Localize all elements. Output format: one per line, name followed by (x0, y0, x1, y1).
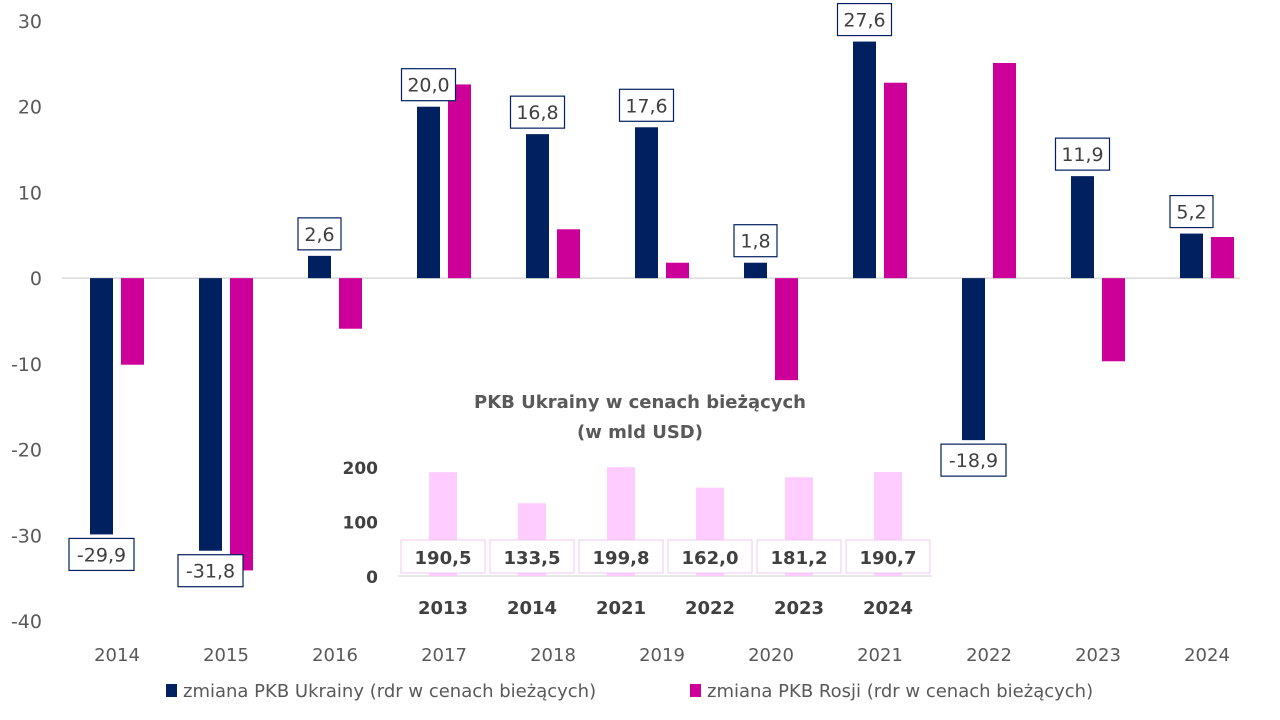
x-tick-label: 2017 (421, 645, 467, 666)
y-tick-label: 30 (18, 11, 42, 33)
data-label: -31,8 (186, 561, 235, 583)
bar-ukraine (199, 278, 222, 551)
y-tick-label: 0 (30, 268, 42, 290)
data-label-box (400, 68, 457, 102)
bar-russia (993, 63, 1016, 279)
bar-ukraine (1071, 176, 1094, 279)
x-tick-label: 2020 (748, 645, 794, 666)
x-tick-label: 2023 (1075, 645, 1121, 666)
x-tick-label: 2022 (966, 645, 1012, 666)
inset-data-label: 162,0 (682, 548, 739, 569)
data-label-box (836, 2, 893, 37)
inset-data-label: 190,5 (415, 548, 472, 569)
data-labels: -29,9 -31,8 2,6 20,0 16,8 17,6 1,8 27,6 -18,9 11,… (68, 2, 1214, 588)
data-label: 2,6 (304, 224, 334, 246)
bar-russia (339, 278, 362, 329)
bar-russia (448, 84, 471, 279)
inset-data-label-box (845, 539, 931, 574)
inset-data-label-box (756, 539, 842, 574)
legend-swatch (690, 684, 701, 697)
data-label: -29,9 (77, 544, 126, 566)
data-label-box (297, 217, 342, 251)
y-tick-label: -30 (11, 525, 42, 547)
inset-x-tick-label: 2022 (685, 598, 735, 619)
inset-y-tick-label: 0 (366, 568, 378, 588)
bar-russia (884, 82, 907, 279)
bar-russia (1102, 278, 1125, 362)
inset-data-label: 133,5 (504, 548, 561, 569)
bar-ukraine (635, 127, 658, 279)
bar-ukraine (90, 278, 113, 535)
data-label-box (68, 537, 135, 572)
data-label-box (1054, 137, 1111, 171)
inset-title: PKB Ukrainy w cenach bieżących (474, 392, 806, 413)
inset-subtitle: (w mld USD) (577, 422, 703, 443)
data-label-box (733, 224, 778, 258)
legend-label: zmiana PKB Rosji (rdr w cenach bieżących… (707, 681, 1093, 702)
data-label: 17,6 (625, 95, 667, 117)
bar-russia (1211, 237, 1234, 279)
data-label-box (177, 554, 244, 588)
inset-data-label: 190,7 (860, 548, 917, 569)
bar-russia (775, 278, 798, 381)
inset-y-tick-label: 200 (343, 459, 379, 479)
inset-data-label: 199,8 (593, 548, 650, 569)
main-x-axis: 2014 2015 2016 2017 2018 2019 2020 2021 2022 2023… (94, 645, 1230, 666)
inset-x-tick-label: 2014 (507, 598, 557, 619)
x-tick-label: 2016 (312, 645, 358, 666)
x-tick-label: 2014 (94, 645, 140, 666)
bar-russia (557, 229, 580, 279)
data-label: 27,6 (843, 10, 885, 32)
bar-ukraine (308, 255, 331, 279)
bar-ukraine (853, 41, 876, 279)
inset-data-label: 181,2 (771, 548, 828, 569)
bar-ukraine (744, 262, 767, 279)
inset-x-tick-label: 2013 (418, 598, 468, 619)
main-bars (90, 41, 1234, 571)
inset-data-label-box (667, 539, 753, 574)
bar-ukraine (962, 278, 985, 441)
legend: zmiana PKB Ukrainy (rdr w cenach bieżący… (166, 681, 1093, 702)
y-tick-label: -10 (11, 354, 42, 376)
inset-x-tick-label: 2024 (863, 598, 913, 619)
legend-label: zmiana PKB Ukrainy (rdr w cenach bieżący… (183, 681, 596, 702)
bar-ukraine (1180, 233, 1203, 279)
main-y-axis: 30 20 10 0 -10 -20 -30 -40 (11, 11, 42, 633)
bar-russia (230, 278, 253, 571)
inset-data-label-box (489, 539, 575, 574)
data-label: 5,2 (1176, 202, 1206, 224)
data-label-box (940, 443, 1007, 477)
bar-russia (121, 278, 144, 365)
data-label-box (509, 95, 566, 129)
inset-chart: PKB Ukrainy w cenach bieżących (w mld US… (343, 392, 932, 619)
data-label-box (1169, 194, 1214, 229)
bar-ukraine (526, 134, 549, 279)
y-tick-label: 10 (18, 182, 42, 204)
data-label: 16,8 (516, 102, 558, 124)
inset-x-tick-label: 2021 (596, 598, 646, 619)
y-tick-label: -40 (11, 611, 42, 633)
x-tick-label: 2024 (1184, 645, 1230, 666)
inset-y-tick-label: 100 (343, 514, 379, 534)
y-tick-label: -20 (11, 440, 42, 462)
x-tick-label: 2019 (639, 645, 685, 666)
y-tick-label: 20 (18, 97, 42, 119)
data-label: 1,8 (740, 231, 770, 253)
bar-russia (666, 262, 689, 279)
x-tick-label: 2018 (530, 645, 576, 666)
data-label: 20,0 (407, 75, 449, 97)
inset-data-label-box (578, 539, 664, 574)
legend-swatch (166, 684, 177, 697)
bar-ukraine (417, 106, 440, 279)
x-tick-label: 2015 (203, 645, 249, 666)
inset-data-label-box (400, 539, 486, 574)
data-label: 11,9 (1061, 144, 1103, 166)
data-label-box (618, 88, 675, 122)
data-label: -18,9 (949, 450, 998, 472)
inset-x-tick-label: 2023 (774, 598, 824, 619)
x-tick-label: 2021 (857, 645, 903, 666)
